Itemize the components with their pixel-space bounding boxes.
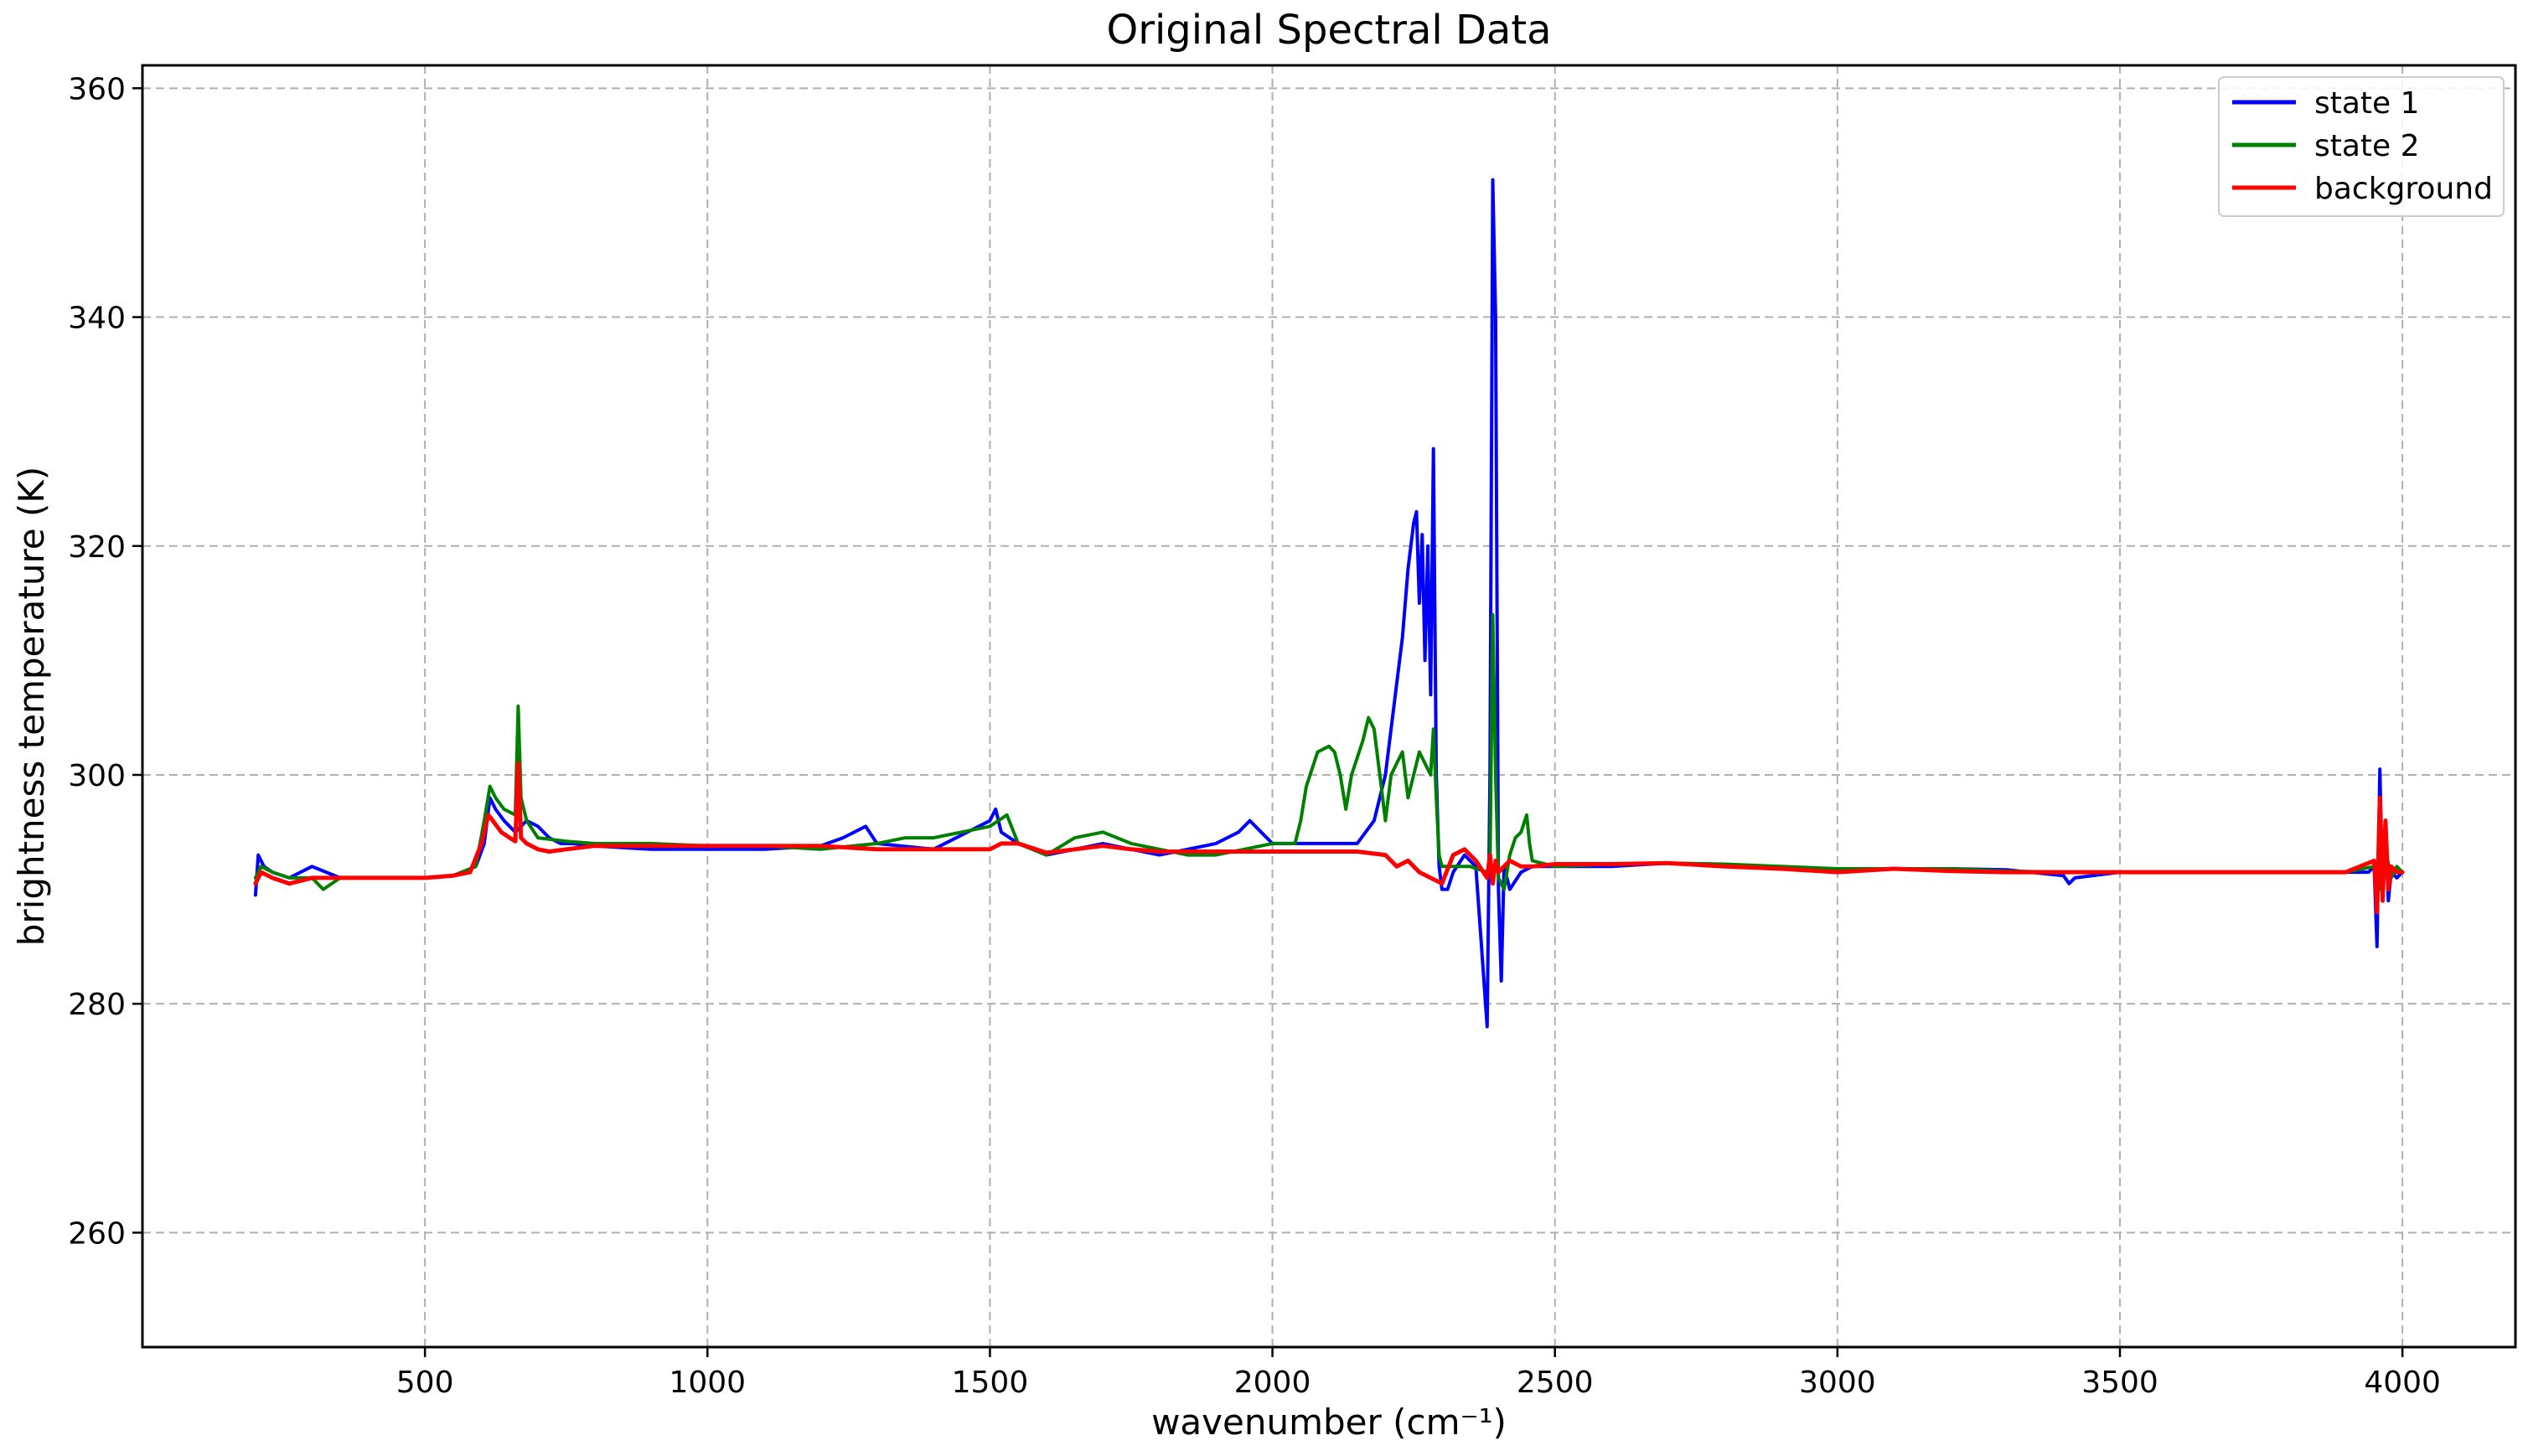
y-tick-label: 300 — [68, 759, 126, 793]
y-axis-label: brightness temperature (K) — [11, 467, 52, 947]
legend: state 1 state 2 background — [2218, 76, 2505, 217]
x-tick-label: 4000 — [2364, 1366, 2441, 1400]
x-tick-label: 1500 — [952, 1366, 1029, 1400]
y-tick-label: 320 — [68, 530, 126, 565]
series-line-state-1 — [253, 178, 2405, 1029]
legend-label-background: background — [2314, 172, 2493, 206]
y-axis-ticks: 260 280 300 320 340 360 — [68, 72, 142, 1251]
y-tick-label: 280 — [68, 988, 126, 1022]
x-tick-label: 3500 — [2081, 1366, 2158, 1400]
grid — [142, 65, 2515, 1347]
y-tick-label: 340 — [68, 302, 126, 336]
y-tick-label: 360 — [68, 72, 126, 106]
legend-label-state-1: state 1 — [2314, 86, 2420, 121]
series-layer — [253, 178, 2405, 1029]
legend-box — [2218, 76, 2505, 217]
x-axis-label: wavenumber (cm⁻¹) — [1151, 1402, 1507, 1443]
x-tick-label: 2500 — [1517, 1366, 1594, 1400]
x-tick-label: 500 — [396, 1366, 454, 1400]
x-tick-label: 3000 — [1799, 1366, 1876, 1400]
x-tick-label: 1000 — [669, 1366, 746, 1400]
series-line-state-2 — [253, 612, 2405, 891]
series-line-background — [253, 761, 2405, 915]
x-tick-label: 2000 — [1234, 1366, 1311, 1400]
legend-label-state-2: state 2 — [2314, 129, 2420, 163]
chart-title: Original Spectral Data — [1106, 7, 1551, 54]
x-axis-ticks: 500 1000 1500 2000 2500 3000 3500 4000 — [396, 1347, 2441, 1400]
y-tick-label: 260 — [68, 1216, 126, 1251]
plot-frame — [141, 64, 2517, 1349]
